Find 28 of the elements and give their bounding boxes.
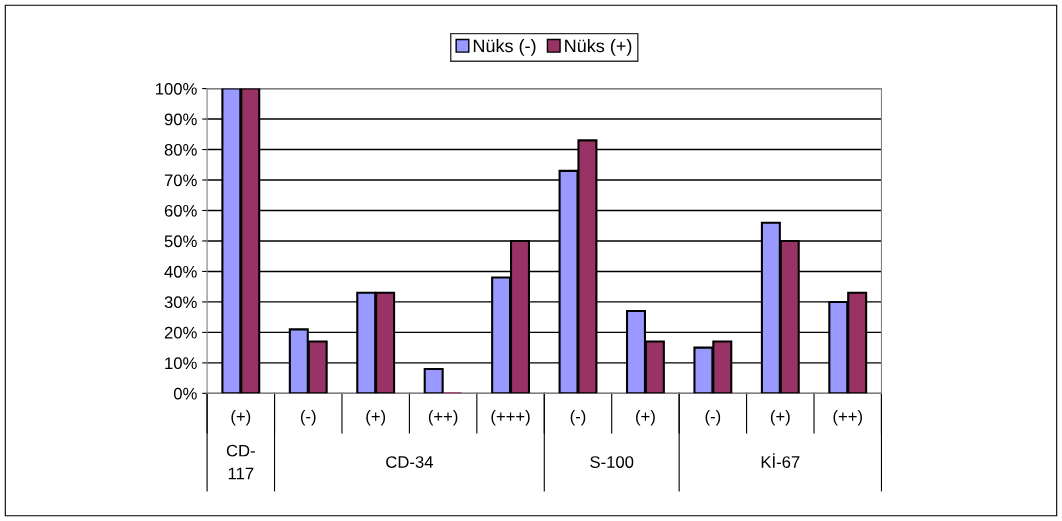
text: Kİ-67	[761, 453, 800, 468]
x-tick-label: (-)	[300, 410, 316, 426]
x-tick-label: (++)	[428, 410, 458, 426]
x-tick-label: (+)	[366, 410, 386, 426]
y-tick-label: 20%	[164, 326, 197, 339]
text: S-100	[590, 456, 634, 468]
x-tick-label: (-)	[705, 410, 721, 426]
x-tick-label: (+)	[636, 410, 655, 426]
x-tick-label: (++)	[833, 410, 862, 426]
x-tick-label: (+)	[231, 410, 251, 426]
y-tick-label: 10%	[165, 357, 197, 370]
text: CD- 117	[226, 444, 255, 480]
legend-label: Nüks (-)	[473, 39, 536, 56]
y-tick-label: 90%	[164, 113, 197, 126]
x-tick-label: (-)	[570, 410, 586, 426]
y-tick-label: 70%	[164, 174, 197, 187]
x-tick-label: (+)	[770, 410, 790, 426]
y-tick-label: 50%	[164, 235, 197, 248]
legend-label: Nüks (+)	[565, 39, 632, 56]
y-tick-label: 0%	[173, 387, 197, 400]
bar	[423, 367, 444, 394]
y-tick-label: 60%	[164, 204, 197, 217]
y-tick-label: 40%	[164, 265, 197, 278]
y-tick-label: 30%	[164, 296, 197, 309]
text: CD-34	[386, 456, 433, 468]
y-tick-label: 100%	[156, 82, 197, 95]
y-tick-label: 80%	[164, 143, 197, 156]
x-tick-label: (+++)	[491, 410, 530, 426]
